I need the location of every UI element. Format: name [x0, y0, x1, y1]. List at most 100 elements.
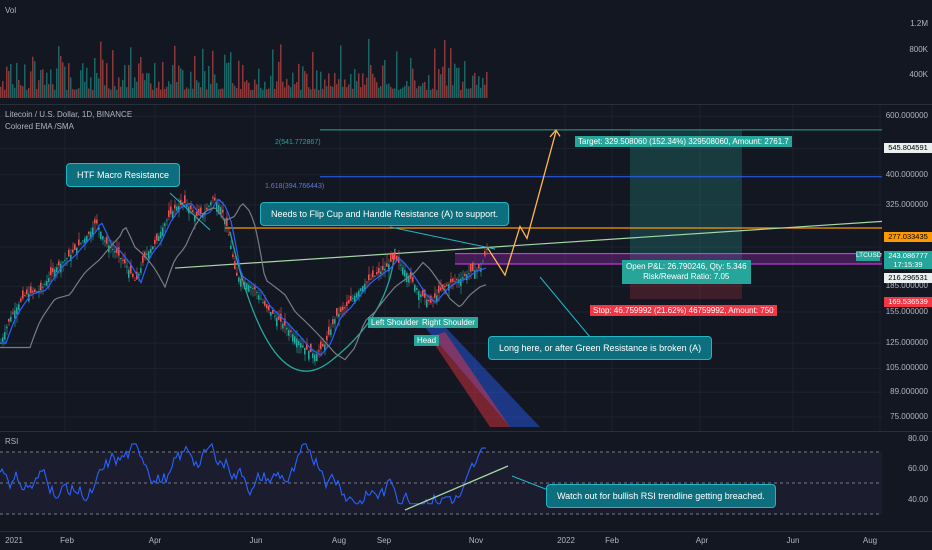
volume-label: Vol	[5, 6, 17, 15]
candle-body	[178, 205, 180, 212]
volume-bar	[38, 80, 40, 98]
volume-bar	[294, 84, 296, 98]
candle-body	[34, 289, 36, 292]
price-tick: 75.000000	[890, 412, 928, 422]
candle-body	[228, 234, 230, 236]
candle-body	[320, 341, 322, 350]
volume-bar	[74, 89, 76, 98]
volume-bar	[76, 89, 78, 98]
candle-body	[324, 344, 326, 351]
volume-bar	[454, 63, 456, 98]
volume-bar	[346, 87, 348, 98]
candle-body	[182, 202, 184, 205]
volume-bar	[262, 89, 264, 98]
candle-body	[332, 319, 334, 325]
volume-bar	[46, 72, 48, 98]
candle-body	[84, 238, 86, 244]
candle-body	[204, 212, 206, 215]
volume-bar	[342, 86, 344, 98]
volume-bar	[274, 88, 276, 98]
volume-bar	[180, 68, 182, 98]
annotation-htf[interactable]: HTF Macro Resistance	[66, 163, 181, 187]
candle-body	[456, 279, 458, 281]
candle-body	[112, 249, 114, 250]
volume-bar	[292, 72, 294, 98]
candle-body	[348, 300, 350, 304]
candle-body	[286, 327, 288, 330]
candle-body	[72, 249, 74, 253]
volume-bar	[290, 87, 292, 98]
purple-zone	[455, 253, 882, 264]
candle-body	[208, 205, 210, 207]
volume-bar	[328, 73, 330, 98]
pattern-head: Head	[414, 335, 440, 346]
candle-body	[140, 268, 142, 273]
volume-bar	[376, 82, 378, 98]
volume-bar	[18, 79, 20, 98]
candle-body	[212, 197, 214, 199]
candle-body	[264, 300, 266, 306]
candle-body	[236, 272, 238, 276]
volume-bar	[224, 54, 226, 98]
volume-bar	[428, 75, 430, 98]
candle-body	[58, 261, 60, 266]
volume-bar	[442, 66, 444, 98]
candle-body	[254, 286, 256, 290]
volume-bar	[260, 87, 262, 98]
price-axis[interactable]: 600.000000480.000000400.000000325.000000…	[856, 105, 932, 431]
projection-path	[486, 131, 557, 277]
red-channel	[430, 331, 510, 427]
volume-bar	[406, 81, 408, 98]
candle-body	[404, 270, 406, 277]
volume-bar	[126, 87, 128, 98]
annotation-flip[interactable]: Needs to Flip Cup and Handle Resistance …	[260, 202, 510, 226]
candle-body	[308, 350, 310, 360]
volume-bar	[318, 89, 320, 98]
candle-body	[362, 286, 364, 292]
fib-1618-label: 1.618(394.766443)	[265, 183, 325, 190]
candle-body	[378, 268, 380, 273]
candle-body	[134, 280, 136, 281]
last-price: 243.086777	[888, 251, 928, 260]
volume-bar	[194, 55, 196, 98]
vol-tick: 1.2M	[910, 19, 928, 28]
volume-bar	[334, 72, 336, 98]
volume-bar	[204, 71, 206, 98]
candle-body	[150, 248, 152, 254]
pane-divider[interactable]	[0, 431, 932, 432]
candle-body	[32, 290, 34, 293]
volume-bar	[10, 64, 12, 98]
volume-bar	[340, 45, 342, 98]
vol-tick: 800K	[909, 45, 928, 54]
candle-body	[36, 291, 38, 293]
rsi-tick: 40.00	[907, 495, 928, 504]
pane-divider[interactable]	[0, 104, 932, 105]
annotation-long[interactable]: Long here, or after Green Resistance is …	[488, 336, 713, 360]
candle-body	[96, 219, 98, 224]
volume-bar	[394, 88, 396, 98]
annotation-rsi[interactable]: Watch out for bullish RSI trendline gett…	[546, 484, 776, 508]
orange-price-tag: 277.033435	[884, 232, 932, 242]
rsi-label[interactable]: RSI	[5, 437, 19, 446]
stop-label: Stop: 46.759992 (21.62%) 46759992, Amoun…	[590, 305, 777, 316]
rsi-line	[0, 442, 486, 505]
volume-bar	[282, 81, 284, 98]
volume-bar	[430, 89, 432, 98]
candle-body	[160, 231, 162, 239]
volume-bar	[72, 89, 74, 98]
candle-body	[124, 259, 126, 264]
volume-bar	[148, 73, 150, 98]
candle-body	[462, 277, 464, 279]
candle-body	[54, 269, 56, 278]
candle-body	[138, 273, 140, 276]
volume-bar	[196, 80, 198, 98]
htf-pointer	[169, 192, 211, 231]
candle-body	[466, 274, 468, 281]
volume-bar	[88, 88, 90, 98]
candle-body	[284, 318, 286, 326]
chart-title[interactable]: Litecoin / U.S. Dollar, 1D, BINANCE	[5, 110, 133, 119]
time-axis[interactable]: 2021 Feb Apr Jun Aug Sep Nov 2022 Feb Apr Jun Aug	[0, 532, 882, 550]
indicator-label[interactable]: Colored EMA /SMA	[5, 122, 74, 131]
candle-body	[376, 272, 378, 275]
candle-body	[92, 227, 94, 237]
